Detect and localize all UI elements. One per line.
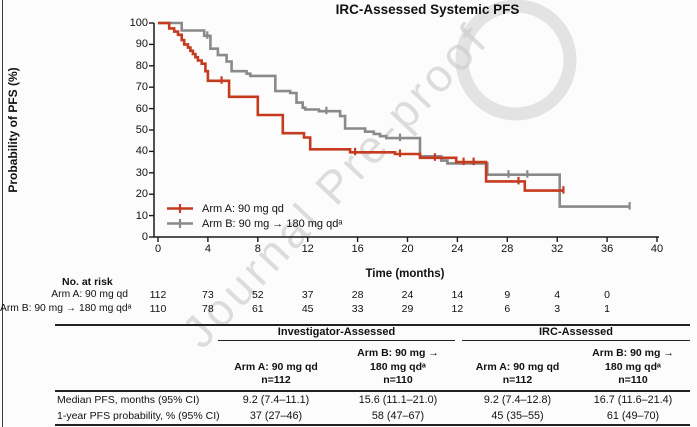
- x-axis-title: Time (months): [365, 268, 445, 280]
- 1yr-pfs-inv-arm-b: 58 (47–67): [371, 409, 425, 422]
- col-header-line: Arm B: 90 mg →: [592, 347, 674, 360]
- col-header-line: Arm A: 90 mg qd: [475, 360, 560, 373]
- col-header-n: n=110: [618, 374, 648, 387]
- chart-legend: Arm A: 90 mg qd Arm B: 90 mg → 180 mg qd…: [166, 201, 342, 231]
- table-row: 1-year PFS probability, % (95% CI) 37 (2…: [55, 408, 690, 424]
- legend-label-arm-a: Arm A: 90 mg qd: [202, 202, 284, 215]
- group-header-investigator: Investigator-Assessed: [218, 326, 455, 341]
- col-header-line: Arm B: 90 mg →: [357, 347, 439, 360]
- 1yr-pfs-irc-arm-b: 61 (49–70): [606, 409, 660, 422]
- summary-table: Investigator-Assessed IRC-Assessed Arm A…: [55, 324, 690, 426]
- 1yr-pfs-inv-arm-a: 37 (27–46): [249, 409, 303, 422]
- arm-a-line-marker-icon: [167, 204, 193, 213]
- col-header-inv-arm-a: Arm A: 90 mg qd n=112: [215, 361, 337, 388]
- arm-b-line-marker-icon: [167, 219, 193, 228]
- col-header-line: Arm A: 90 mg qd: [234, 360, 318, 373]
- median-pfs-irc-arm-a: 9.2 (7.4–12.8): [483, 393, 552, 406]
- legend-label-arm-b: Arm B: 90 mg → 180 mg qdᵃ: [202, 217, 343, 230]
- legend-item-arm-a: Arm A: 90 mg qd: [166, 201, 342, 216]
- table-group-header-row: Investigator-Assessed IRC-Assessed: [55, 326, 690, 342]
- col-header-n: n=112: [261, 374, 291, 387]
- col-header-line: 180 mg qdᵃ: [605, 360, 661, 373]
- table-bottom-rule: [55, 423, 690, 426]
- col-header-irc-arm-b: Arm B: 90 mg → 180 mg qdᵃ n=110: [576, 347, 690, 388]
- risk-row-label-arm-b: Arm B: 90 mg → 180 mg qdᵃ: [0, 303, 132, 314]
- table-row: Median PFS, months (95% CI) 9.2 (7.4–11.…: [55, 392, 690, 408]
- risk-table-header: No. at risk: [62, 276, 113, 288]
- col-header-n: n=110: [383, 374, 413, 387]
- table-column-header-row: Arm A: 90 mg qd n=112 Arm B: 90 mg → 180…: [55, 342, 690, 390]
- table-top-rule: [55, 324, 690, 326]
- median-pfs-inv-arm-b: 15.6 (11.1–21.0): [358, 393, 438, 406]
- col-header-irc-arm-a: Arm A: 90 mg qd n=112: [459, 361, 576, 388]
- row-label-median-pfs: Median PFS, months (95% CI): [57, 393, 200, 406]
- row-label-1yr-pfs: 1-year PFS probability, % (95% CI): [57, 409, 220, 422]
- group-header-irc: IRC-Assessed: [462, 326, 690, 341]
- col-header-line: 180 mg qdᵃ: [370, 360, 426, 373]
- median-pfs-inv-arm-a: 9.2 (7.4–11.1): [242, 393, 310, 406]
- risk-row-label-arm-a: Arm A: 90 mg qd: [51, 289, 128, 300]
- table-mid-rule: [55, 390, 690, 392]
- median-pfs-irc-arm-b: 16.7 (11.6–21.4): [593, 393, 673, 406]
- col-header-inv-arm-b: Arm B: 90 mg → 180 mg qdᵃ n=110: [337, 347, 459, 388]
- 1yr-pfs-irc-arm-a: 45 (35–55): [491, 409, 544, 422]
- page-left-border: [2, 0, 4, 427]
- legend-item-arm-b: Arm B: 90 mg → 180 mg qdᵃ: [166, 216, 342, 231]
- col-header-n: n=112: [502, 374, 533, 387]
- chart-title: IRC-Assessed Systemic PFS: [335, 2, 520, 17]
